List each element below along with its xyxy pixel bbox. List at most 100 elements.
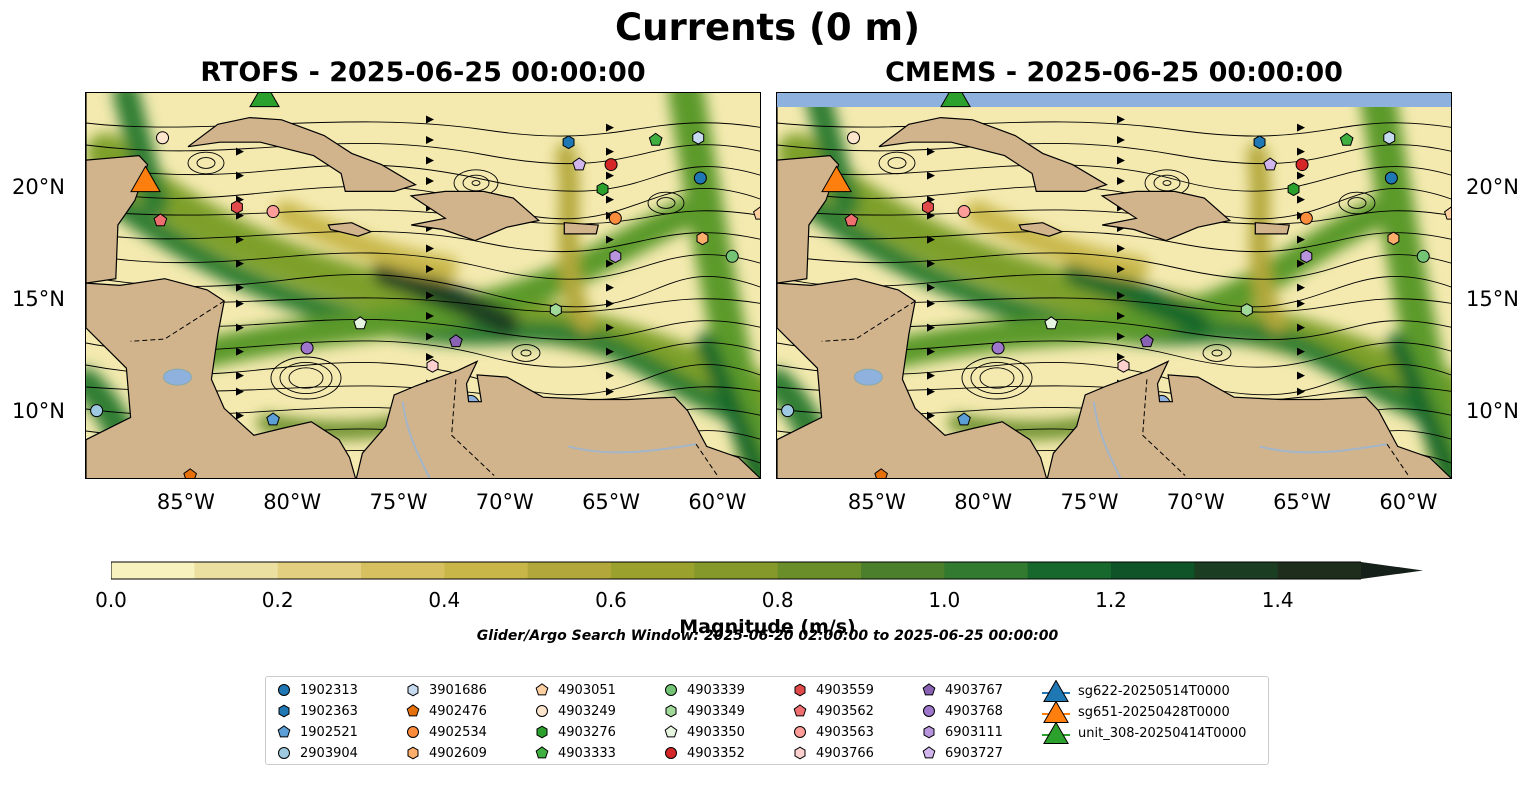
legend-label: 4903563 xyxy=(816,724,874,740)
float-marker xyxy=(1263,157,1278,171)
lon-tick-label: 85°W xyxy=(156,490,215,514)
legend-float-icon xyxy=(406,704,420,717)
float-marker xyxy=(353,316,368,330)
float-marker xyxy=(874,468,888,478)
legend-item: 4903349 xyxy=(663,703,745,719)
legend-item: 3901686 xyxy=(405,682,487,698)
colorbar-tick-label: 0.6 xyxy=(595,588,627,612)
float-marker xyxy=(957,205,971,219)
legend-item: sg622-20250514T0000 xyxy=(1042,680,1230,702)
float-marker xyxy=(847,131,861,145)
colorbar-extend-arrow xyxy=(1361,562,1423,579)
colorbar-segment xyxy=(1277,562,1362,579)
rtofs-panel-title: RTOFS - 2025-06-25 00:00:00 xyxy=(200,57,646,88)
colorbar-segment xyxy=(361,562,445,579)
lon-tick-label: 85°W xyxy=(847,490,906,514)
float-marker xyxy=(596,182,609,197)
legend-item: 4902534 xyxy=(405,724,487,740)
legend-float-icon xyxy=(278,684,290,696)
float-marker xyxy=(648,132,663,146)
legend-label: 4902609 xyxy=(429,745,487,761)
float-marker xyxy=(604,158,618,172)
legend-label: sg622-20250514T0000 xyxy=(1078,683,1230,699)
float-marker xyxy=(572,157,587,171)
legend-label: 4903350 xyxy=(687,724,745,740)
legend-float-icon xyxy=(664,725,678,738)
legend-label: 1902521 xyxy=(300,724,358,740)
float-marker xyxy=(1300,249,1313,264)
float-marker xyxy=(1299,211,1313,225)
legend-item: 4903350 xyxy=(663,724,745,740)
legend-marker-icon xyxy=(536,705,548,717)
cmems-map[interactable] xyxy=(776,92,1452,479)
float-marker xyxy=(1295,158,1309,172)
legend-marker-icon xyxy=(278,684,290,696)
legend-item: 4903276 xyxy=(534,724,616,740)
float-marker xyxy=(266,205,280,219)
lat-tick-label-right: 20°N xyxy=(1466,175,1519,200)
colorbar-segment xyxy=(277,562,362,579)
legend-item: 4903352 xyxy=(663,745,745,761)
float-marker xyxy=(1387,231,1400,246)
cuba-land xyxy=(187,116,417,193)
legend-item: 6903727 xyxy=(921,745,1003,761)
colorbar-segment xyxy=(1027,562,1112,579)
legend-float-icon xyxy=(278,747,290,759)
lon-tick-label: 80°W xyxy=(263,490,322,514)
legend-label: 4903562 xyxy=(816,703,874,719)
colorbar-segment xyxy=(1194,562,1279,579)
legend-label: 1902363 xyxy=(300,703,358,719)
legend-item: 4903051 xyxy=(534,682,616,698)
float-marker xyxy=(957,412,971,426)
rtofs-map[interactable] xyxy=(85,92,761,479)
lon-tick-label: 75°W xyxy=(1060,490,1119,514)
legend-item: sg651-20250428T0000 xyxy=(1042,701,1230,723)
legend-marker-icon xyxy=(536,725,548,739)
legend-label: 4903333 xyxy=(558,745,616,761)
legend-label: 4903249 xyxy=(558,703,616,719)
lat-tick-label-right: 10°N xyxy=(1466,398,1519,423)
float-marker xyxy=(922,200,934,214)
float-marker xyxy=(609,249,622,264)
float-marker xyxy=(608,211,622,225)
float-marker xyxy=(725,249,739,263)
legend-label: 4903766 xyxy=(816,745,874,761)
legend-item: 4903339 xyxy=(663,682,745,698)
legend-marker-icon xyxy=(793,704,807,717)
legend-float-icon xyxy=(407,746,419,760)
legend-label: 4903051 xyxy=(558,682,616,698)
legend-item: 4902609 xyxy=(405,745,487,761)
glider-marker xyxy=(940,93,971,108)
magdalena-river xyxy=(401,401,431,478)
yucatan-land xyxy=(86,93,149,284)
legend-marker-icon xyxy=(665,684,677,696)
cmems-panel-title: CMEMS - 2025-06-25 00:00:00 xyxy=(885,57,1343,88)
float-marker xyxy=(1339,132,1354,146)
orinoco-river xyxy=(1259,443,1388,454)
legend-float-icon xyxy=(922,746,936,759)
float-marker xyxy=(1117,359,1130,373)
colorbar-segment xyxy=(944,562,1029,579)
legend-label: 3901686 xyxy=(429,682,487,698)
colorbar-tick-label: 0.2 xyxy=(261,588,294,612)
legend-label: 4903768 xyxy=(945,703,1003,719)
legend-marker-icon xyxy=(278,704,290,718)
legend-item: 1902363 xyxy=(276,703,358,719)
legend-label: 6903111 xyxy=(945,724,1003,740)
lat-tick-label-left: 20°N xyxy=(12,175,65,200)
legend-label: 4902534 xyxy=(429,724,487,740)
legend-item: 4903768 xyxy=(921,703,1003,719)
lon-tick-label: 70°W xyxy=(1166,490,1225,514)
legend-float-icon xyxy=(536,705,548,717)
float-marker xyxy=(844,213,859,227)
colorbar-segment xyxy=(527,562,612,579)
legend-item: 4902476 xyxy=(405,703,487,719)
legend-label: 6903727 xyxy=(945,745,1003,761)
central-america-land xyxy=(777,278,1048,478)
legend-float-icon xyxy=(407,683,419,697)
legend-float-icon xyxy=(278,704,290,718)
colorbar-segment xyxy=(444,562,529,579)
figure-title: Currents (0 m) xyxy=(614,6,920,49)
legend-float-icon xyxy=(535,746,549,759)
legend-float-icon xyxy=(277,725,291,738)
